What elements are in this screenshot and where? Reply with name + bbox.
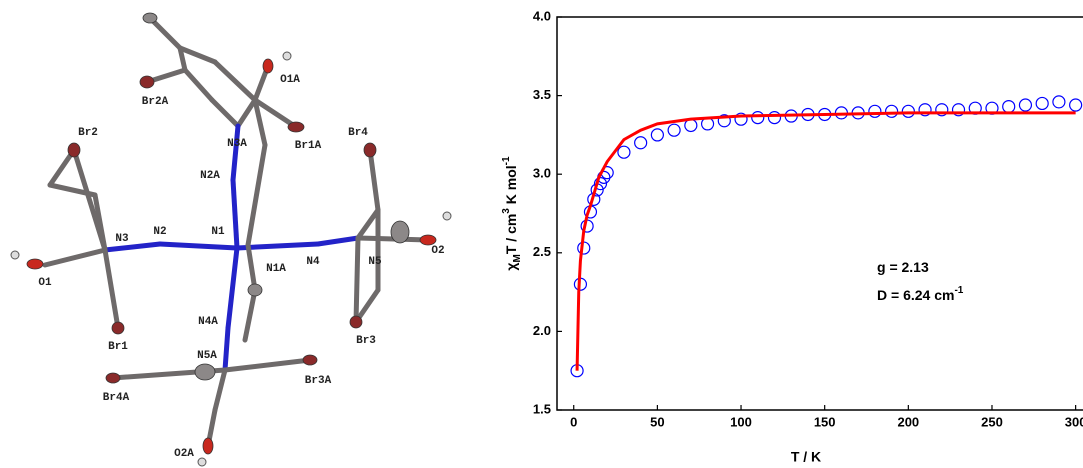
x-tick-label: 50 <box>650 414 664 429</box>
chart: 1.5 2.0 2.5 3.0 3.5 4.0 0 50 100 150 200 250 300 T / … <box>501 8 1083 465</box>
atom-label: N2A <box>200 170 220 182</box>
atom-label: Br4A <box>103 392 130 404</box>
data-point <box>751 111 765 125</box>
fit-line <box>575 111 1076 371</box>
data-point <box>650 128 664 142</box>
atom-label: O1A <box>280 74 300 86</box>
label-part: 3 <box>501 208 512 214</box>
atom-label: O2 <box>431 245 444 257</box>
data-point <box>767 111 782 125</box>
label-part: χ <box>503 263 519 271</box>
annotation: D = 6.24 cm-1 <box>877 285 964 303</box>
x-axis-label: T / K <box>791 449 821 465</box>
label-part: D = 6.24 cm <box>877 287 954 303</box>
atom-label: Br2 <box>78 127 98 139</box>
data-point <box>951 103 966 117</box>
data-point <box>918 103 932 117</box>
data-point <box>717 114 731 128</box>
y-tick-label: 3.5 <box>533 87 551 102</box>
x-tick-label: 300 <box>1065 414 1083 429</box>
atom-label: Br3 <box>356 335 376 347</box>
label-part: T / cm <box>503 214 519 254</box>
data-point <box>1035 96 1049 111</box>
y-tick-label: 4.0 <box>533 8 551 23</box>
atom-label: N1A <box>266 263 286 275</box>
data-point <box>1069 98 1083 112</box>
atom-label: O2A <box>174 448 194 460</box>
data-point <box>901 104 915 118</box>
data-point <box>1052 95 1066 109</box>
atom-label: Br3A <box>305 375 332 387</box>
label-part: -1 <box>954 285 963 296</box>
data-point <box>634 136 648 150</box>
data-point <box>1018 98 1033 112</box>
atom-label: N3 <box>115 233 129 245</box>
x-tick-label: 150 <box>814 414 836 429</box>
atom-label: N5A <box>197 350 217 362</box>
label-part: g = 2.13 <box>877 259 929 275</box>
label-part: M <box>512 254 523 262</box>
atom-label: N5 <box>368 256 382 268</box>
label-part: -1 <box>501 156 512 165</box>
atom-label: N2 <box>153 226 166 238</box>
atom-label: N3A <box>227 138 247 150</box>
x-tick-label: 250 <box>981 414 1003 429</box>
atom-label: Br2A <box>142 96 169 108</box>
data-point <box>935 103 949 117</box>
data-point <box>885 104 899 118</box>
y-tick-label: 3.0 <box>533 166 551 181</box>
data-point <box>734 112 748 126</box>
atom-label: Br4 <box>348 127 368 139</box>
data-point <box>667 123 681 137</box>
data-point <box>1002 100 1016 114</box>
data-point <box>617 145 631 159</box>
x-tick-label: 100 <box>730 414 752 429</box>
atom-label: Br1 <box>108 341 128 353</box>
y-tick-label: 2.5 <box>533 244 551 259</box>
atom-label: N1 <box>211 226 225 238</box>
x-tick-label: 0 <box>570 414 577 429</box>
label-part: K mol <box>503 165 519 208</box>
molecule <box>10 12 452 467</box>
atom-label: Br1A <box>295 140 322 152</box>
atom-label: O1 <box>38 277 52 289</box>
x-tick-label: 200 <box>897 414 919 429</box>
annotation: g = 2.13 <box>877 259 929 275</box>
atom-label: N4A <box>198 316 218 328</box>
data-point <box>868 104 882 118</box>
y-tick-label: 2.0 <box>533 323 551 338</box>
plot-frame <box>556 16 1083 411</box>
data-point <box>593 177 608 191</box>
atom-label: N4 <box>306 256 320 268</box>
y-tick-label: 1.5 <box>533 401 551 416</box>
y-axis-label: χMT / cm3 K mol-1 <box>501 156 523 271</box>
